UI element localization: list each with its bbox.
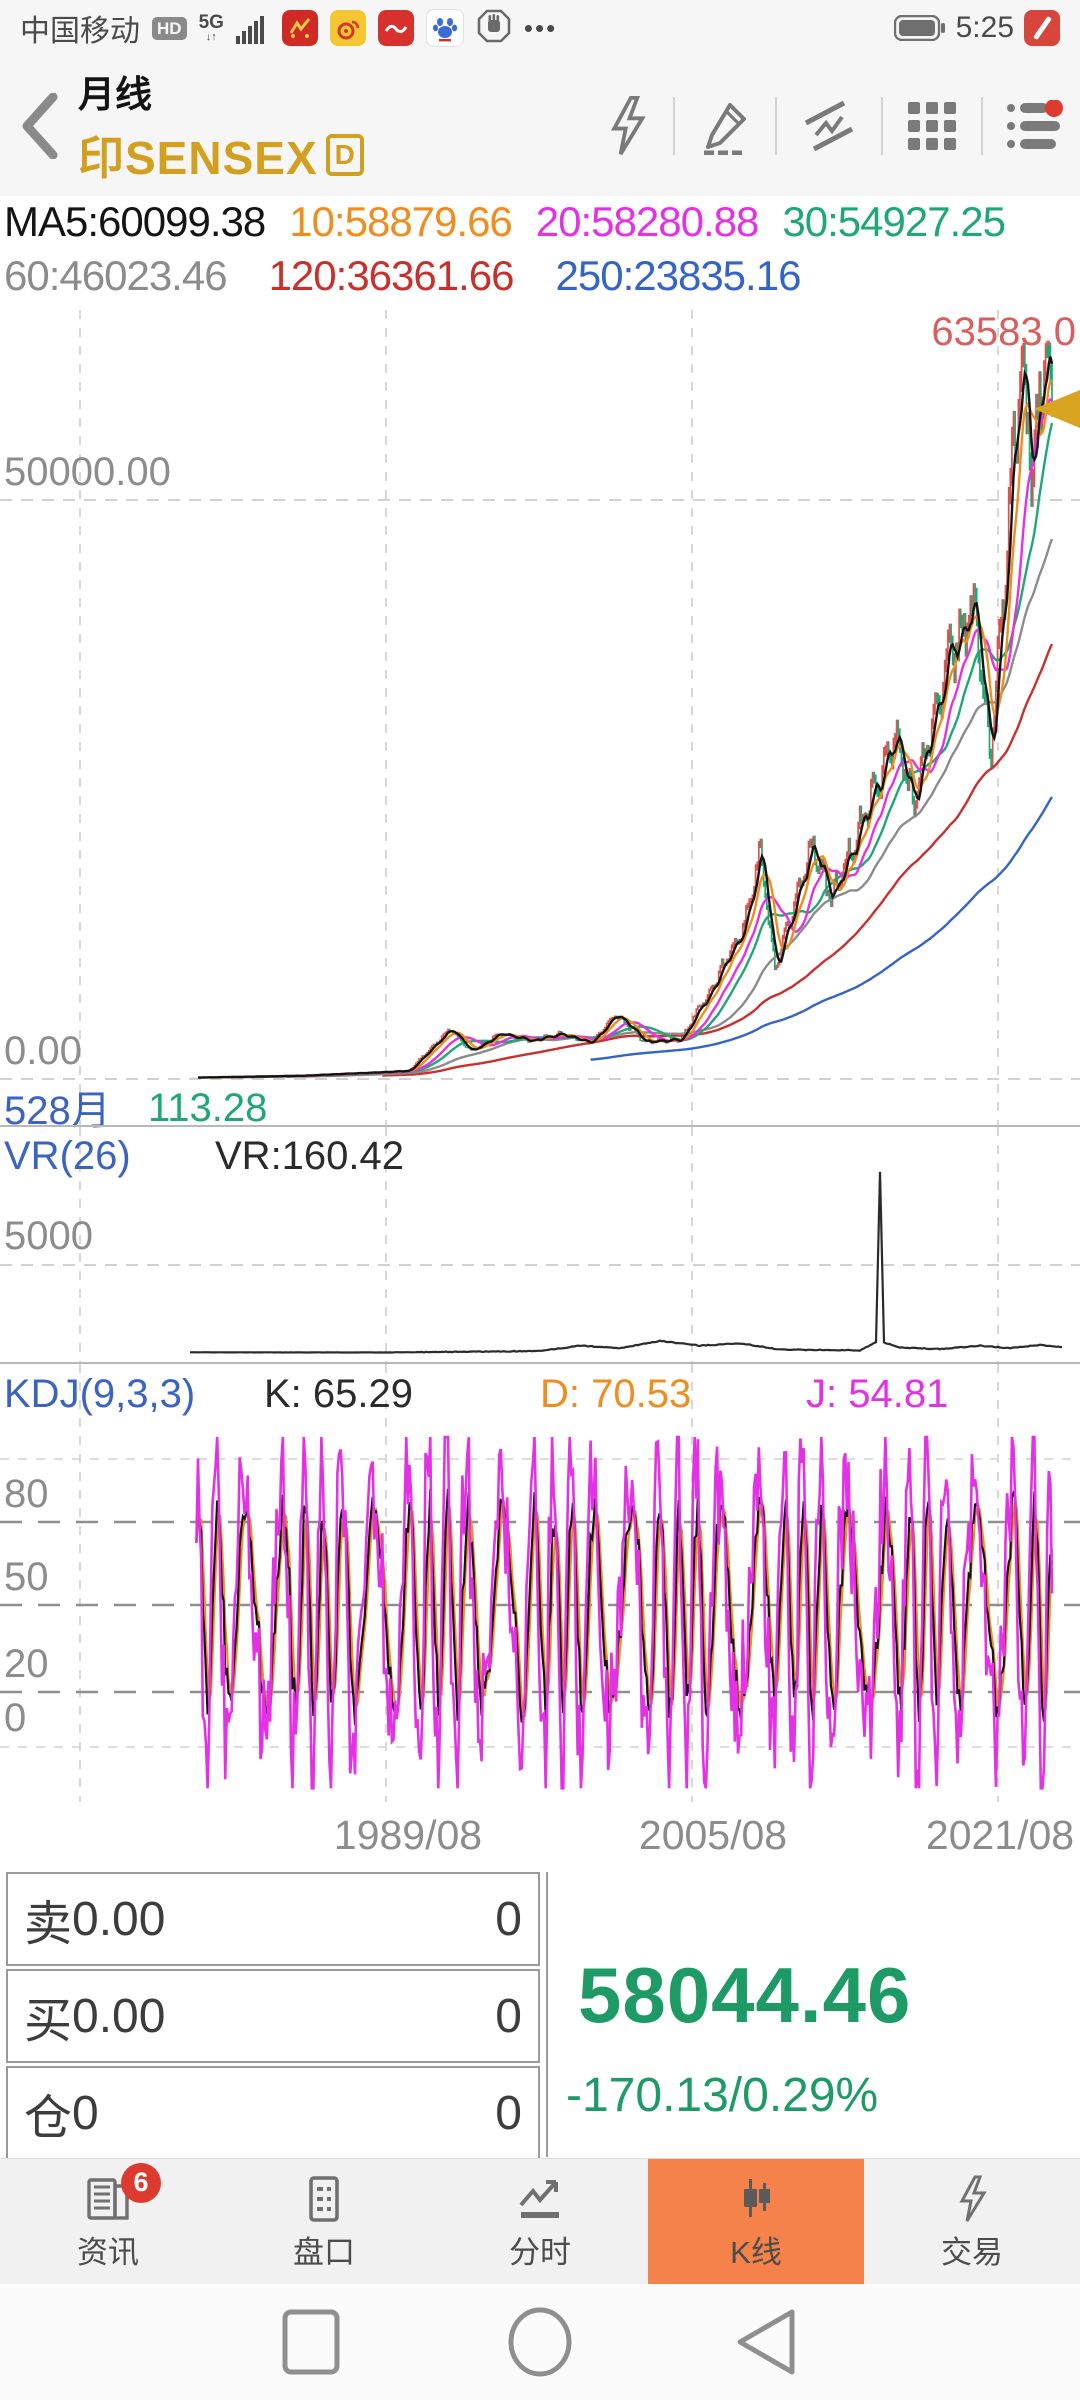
- more-status-icons: •••: [523, 12, 558, 43]
- y-label-50000: 50000.00: [4, 450, 171, 494]
- clock-label: 5:25: [955, 11, 1014, 44]
- y-label-0: 0.00: [4, 1029, 82, 1073]
- ma20-value: 20:58280.88: [535, 198, 760, 245]
- price-panel: 58044.46 -170.13/0.29%: [546, 1872, 1080, 2157]
- carrier-label: 中国移动: [20, 15, 140, 48]
- tab-trade[interactable]: 交易: [864, 2159, 1080, 2285]
- network-5g-icon: 5G ↓↑: [198, 12, 224, 43]
- ma250-value: 250:23835.16: [555, 252, 802, 299]
- status-bar: 中国移动 HD 5G ↓↑ •••: [0, 0, 1080, 56]
- orderbook-icon: [299, 2173, 349, 2225]
- toolbar-divider: [981, 97, 983, 155]
- kdj-level-0: 0: [4, 1696, 27, 1740]
- flash-order-button[interactable]: [604, 95, 650, 157]
- x-label-2005: 2005/08: [638, 1812, 788, 1858]
- kline-icon: [731, 2173, 781, 2225]
- kdj-indicator-chart[interactable]: [0, 1362, 1080, 1802]
- vr-name-label[interactable]: VR(26): [4, 1134, 131, 1178]
- vr-indicator-chart[interactable]: [0, 1125, 1080, 1362]
- watchlist-menu-button[interactable]: [1006, 100, 1064, 152]
- trade-lightning-icon: [947, 2173, 997, 2225]
- x-label-2021: 2021/08: [925, 1812, 1075, 1858]
- news-icon: 6: [83, 2162, 161, 2225]
- indicator-tool-button[interactable]: [800, 97, 858, 155]
- tab-intraday[interactable]: 分时: [432, 2159, 648, 2285]
- kdj-j-value: J: 54.81: [806, 1372, 949, 1416]
- ma-values-line2: 60:46023.46 120:36361.66 250:23835.16: [4, 252, 1076, 300]
- x-label-1989: 1989/08: [333, 1812, 483, 1858]
- news-badge: 6: [121, 2162, 161, 2203]
- recents-button[interactable]: [282, 2309, 340, 2375]
- news-app-icon: [281, 10, 318, 46]
- sell-row: 卖 0.00 0: [6, 1872, 540, 1966]
- tab-news[interactable]: 6 资讯: [0, 2159, 216, 2285]
- toolbar-divider: [881, 97, 883, 155]
- toolbar-divider: [673, 97, 675, 155]
- high-annotation: 63583.0: [931, 310, 1076, 354]
- ma-values-line1: MA5:60099.38 10:58879.66 20:58280.88 30:…: [4, 198, 1076, 246]
- weibo-app-icon: [329, 10, 366, 46]
- ma30-value: 30:54927.25: [782, 198, 1006, 245]
- buy-row: 买 0.00 0: [6, 1969, 540, 2063]
- back-button[interactable]: [0, 56, 78, 196]
- kdj-level-50: 50: [4, 1555, 49, 1599]
- tab-orderbook[interactable]: 盘口: [216, 2159, 432, 2285]
- toolbar-divider: [775, 97, 777, 155]
- header-toolbar: [604, 95, 1080, 157]
- tab-kline[interactable]: K线: [648, 2159, 864, 2285]
- symbol-label: 印SENSEX: [78, 132, 318, 184]
- period-label: 月线: [78, 74, 152, 115]
- red-app-icon: [377, 10, 414, 46]
- screen-indicator-icon: [1024, 10, 1060, 46]
- battery-icon: [893, 15, 945, 41]
- kdj-level-80: 80: [4, 1472, 49, 1516]
- vr-current-value: VR:160.42: [215, 1134, 405, 1178]
- header-bar: 月线 印SENSEX D: [0, 56, 1080, 196]
- title-block: 月线 印SENSEX D: [78, 64, 364, 188]
- kdj-k-value: K: 65.29: [264, 1372, 414, 1416]
- home-button[interactable]: [508, 2307, 572, 2377]
- kdj-name-label[interactable]: KDJ(9,3,3): [4, 1372, 196, 1416]
- grid-layout-button[interactable]: [906, 100, 958, 152]
- signal-bars-icon: [235, 16, 264, 44]
- bottom-nav-bar: 6 资讯 盘口 分时 K线 交易: [0, 2158, 1080, 2285]
- ma10-value: 10:58879.66: [289, 198, 513, 245]
- intraday-chart-icon: [515, 2173, 565, 2225]
- price-change: -170.13/0.29%: [566, 2069, 879, 2122]
- last-price-marker-icon: [1034, 390, 1080, 428]
- hd-badge: HD: [152, 16, 187, 40]
- last-price: 58044.46: [578, 1951, 912, 2039]
- draw-tool-button[interactable]: [698, 97, 752, 155]
- ma60-value: 60:46023.46: [4, 252, 228, 299]
- main-candlestick-chart[interactable]: [0, 310, 1080, 1125]
- back-nav-button[interactable]: [737, 2309, 795, 2375]
- ma120-value: 120:36361.66: [268, 252, 515, 299]
- android-nav-bar: [0, 2284, 1080, 2400]
- permission-hand-icon: [476, 8, 512, 49]
- baidu-app-icon: [425, 9, 464, 47]
- symbol-d-badge: D: [325, 134, 364, 176]
- vr-y-label: 5000: [4, 1214, 93, 1258]
- kdj-d-value: D: 70.53: [540, 1372, 692, 1416]
- ma5-value: MA5:60099.38: [4, 198, 266, 245]
- kdj-level-20: 20: [4, 1642, 49, 1686]
- low-annotation: 113.28: [148, 1086, 268, 1130]
